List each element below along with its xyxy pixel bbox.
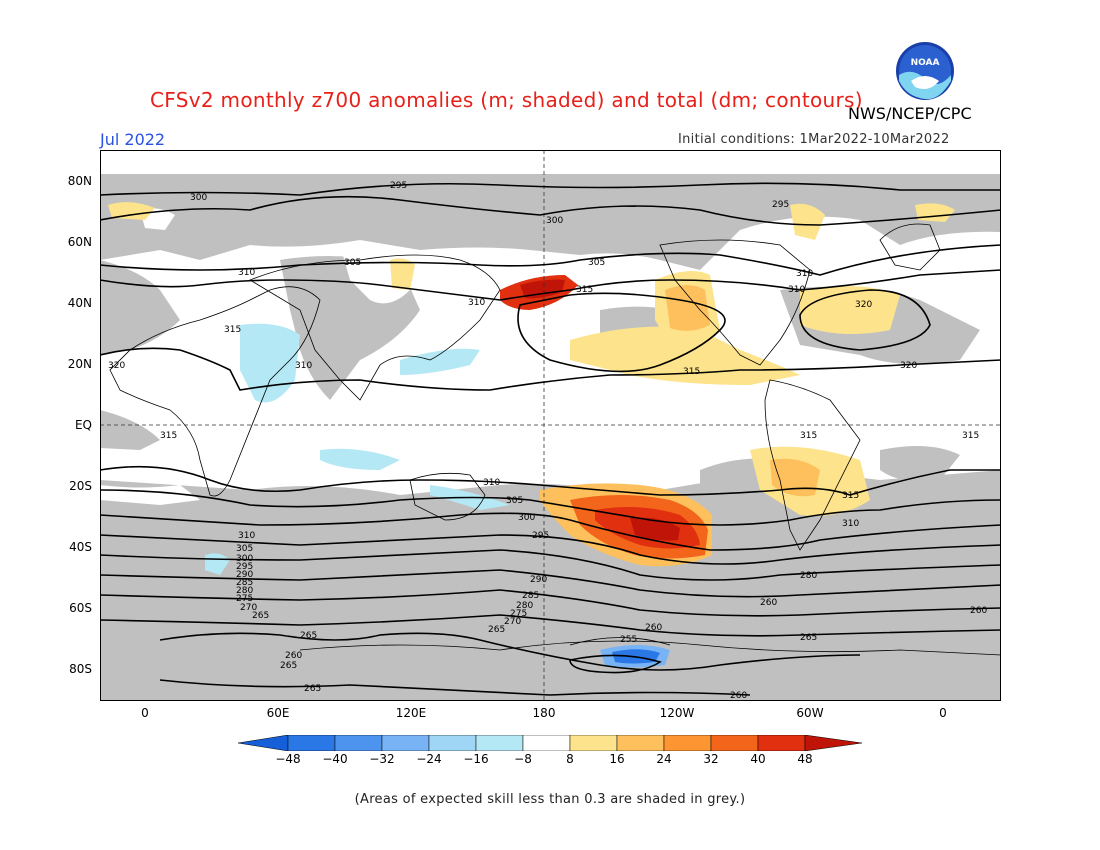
chart-title: CFSv2 monthly z700 anomalies (m; shaded)… bbox=[150, 88, 863, 112]
contour-label: 280 bbox=[800, 571, 817, 581]
contour-label: 280 bbox=[516, 601, 533, 611]
contour-label: 265 bbox=[488, 625, 505, 635]
contour-label: 270 bbox=[504, 617, 521, 627]
contour-label: 315 bbox=[224, 325, 241, 335]
lon-label-120w: 120W bbox=[659, 706, 695, 720]
lat-label-60s: 60S bbox=[69, 601, 92, 615]
contour-label: 310 bbox=[842, 519, 859, 529]
lat-label-80s: 80S bbox=[69, 662, 92, 676]
lon-label-0-east: 0 bbox=[939, 706, 947, 720]
contour-label: 255 bbox=[620, 635, 637, 645]
contour-label: 300 bbox=[518, 513, 535, 523]
lon-label-0: 0 bbox=[141, 706, 149, 720]
contour-label: 265 bbox=[300, 631, 317, 641]
colorbar-label: −40 bbox=[322, 752, 348, 766]
contour-label: 310 bbox=[295, 361, 312, 371]
contour-label: 315 bbox=[800, 431, 817, 441]
contour-label: 265 bbox=[280, 661, 297, 671]
contour-label: 305 bbox=[588, 258, 605, 268]
contour-label: 305 bbox=[506, 496, 523, 506]
lat-label-20n: 20N bbox=[67, 357, 92, 371]
contour-label: 285 bbox=[522, 591, 539, 601]
contour-label: 320 bbox=[855, 300, 872, 310]
contour-label: 275 bbox=[510, 609, 527, 619]
contour-label: 315 bbox=[576, 285, 593, 295]
contour-label: 310 bbox=[238, 268, 255, 278]
contour-label: 300 bbox=[546, 216, 563, 226]
contour-label: 290 bbox=[236, 570, 253, 580]
noaa-logo: NOAA bbox=[895, 41, 955, 101]
contour-label: 320 bbox=[108, 361, 125, 371]
colorbar-label: 32 bbox=[703, 752, 719, 766]
contour-label: 310 bbox=[796, 269, 813, 279]
colorbar-label: 40 bbox=[750, 752, 766, 766]
contour-label: 260 bbox=[730, 691, 747, 701]
colorbar-label: −8 bbox=[514, 752, 532, 766]
contour-label: 260 bbox=[285, 651, 302, 661]
lat-label-80n: 80N bbox=[67, 174, 92, 188]
contour-label: 310 bbox=[468, 298, 485, 308]
lat-label-40n: 40N bbox=[67, 296, 92, 310]
height-contours bbox=[100, 182, 1001, 696]
anomaly-map: 295 300 300 295 305 310 305 310 315 315 … bbox=[100, 150, 1001, 701]
colorbar bbox=[237, 734, 863, 752]
lon-label-60e: 60E bbox=[266, 706, 290, 720]
contour-label: 305 bbox=[236, 544, 253, 554]
contour-label: 260 bbox=[970, 606, 987, 616]
contour-label: 265 bbox=[304, 684, 321, 694]
contour-label: 260 bbox=[760, 598, 777, 608]
contour-label: 270 bbox=[240, 603, 257, 613]
contour-label: 275 bbox=[236, 594, 253, 604]
contour-label: 260 bbox=[645, 623, 662, 633]
colorbar-label: −16 bbox=[463, 752, 489, 766]
agency-label: NWS/NCEP/CPC bbox=[848, 104, 972, 123]
contour-label: 315 bbox=[160, 431, 177, 441]
contour-label: 265 bbox=[800, 633, 817, 643]
contour-label: 295 bbox=[772, 200, 789, 210]
contour-label: 310 bbox=[483, 478, 500, 488]
lat-label-60n: 60N bbox=[67, 235, 92, 249]
reference-lines bbox=[100, 150, 1001, 701]
lat-label-20s: 20S bbox=[69, 479, 92, 493]
lat-label-eq: EQ bbox=[74, 418, 92, 432]
contour-label: 315 bbox=[842, 491, 859, 501]
coastlines bbox=[109, 223, 1001, 656]
contour-label: 300 bbox=[190, 193, 207, 203]
colorbar-label: 16 bbox=[609, 752, 625, 766]
lon-label-180: 180 bbox=[532, 706, 556, 720]
positive-anomaly-regions bbox=[108, 202, 955, 567]
colorbar-label: −32 bbox=[369, 752, 395, 766]
contour-label: 290 bbox=[530, 575, 547, 585]
contour-label: 295 bbox=[236, 562, 253, 572]
forecast-month: Jul 2022 bbox=[100, 130, 166, 149]
contour-label: 310 bbox=[238, 531, 255, 541]
contour-label: 295 bbox=[390, 181, 407, 191]
contour-label: 320 bbox=[900, 361, 917, 371]
contour-label: 265 bbox=[252, 611, 269, 621]
lon-label-60w: 60W bbox=[796, 706, 824, 720]
initial-conditions: Initial conditions: 1Mar2022-10Mar2022 bbox=[678, 132, 950, 147]
contour-labels: 295 300 300 295 305 310 305 310 315 315 … bbox=[108, 181, 987, 701]
lat-label-40s: 40S bbox=[69, 540, 92, 554]
contour-label: 285 bbox=[236, 578, 253, 588]
contour-label: 305 bbox=[344, 258, 361, 268]
contour-label: 280 bbox=[236, 586, 253, 596]
colorbar-label: −48 bbox=[275, 752, 301, 766]
contour-label: 295 bbox=[532, 531, 549, 541]
colorbar-label: 48 bbox=[797, 752, 813, 766]
colorbar-label: 24 bbox=[656, 752, 672, 766]
lon-label-120e: 120E bbox=[395, 706, 427, 720]
colorbar-label: 8 bbox=[566, 752, 574, 766]
colorbar-label: −24 bbox=[416, 752, 442, 766]
contour-label: 300 bbox=[236, 554, 253, 564]
contour-label: 315 bbox=[683, 367, 700, 377]
logo-text: NOAA bbox=[911, 58, 940, 68]
contour-label: 315 bbox=[962, 431, 979, 441]
contour-label: 310 bbox=[788, 285, 805, 295]
skill-footnote: (Areas of expected skill less than 0.3 a… bbox=[354, 792, 746, 807]
